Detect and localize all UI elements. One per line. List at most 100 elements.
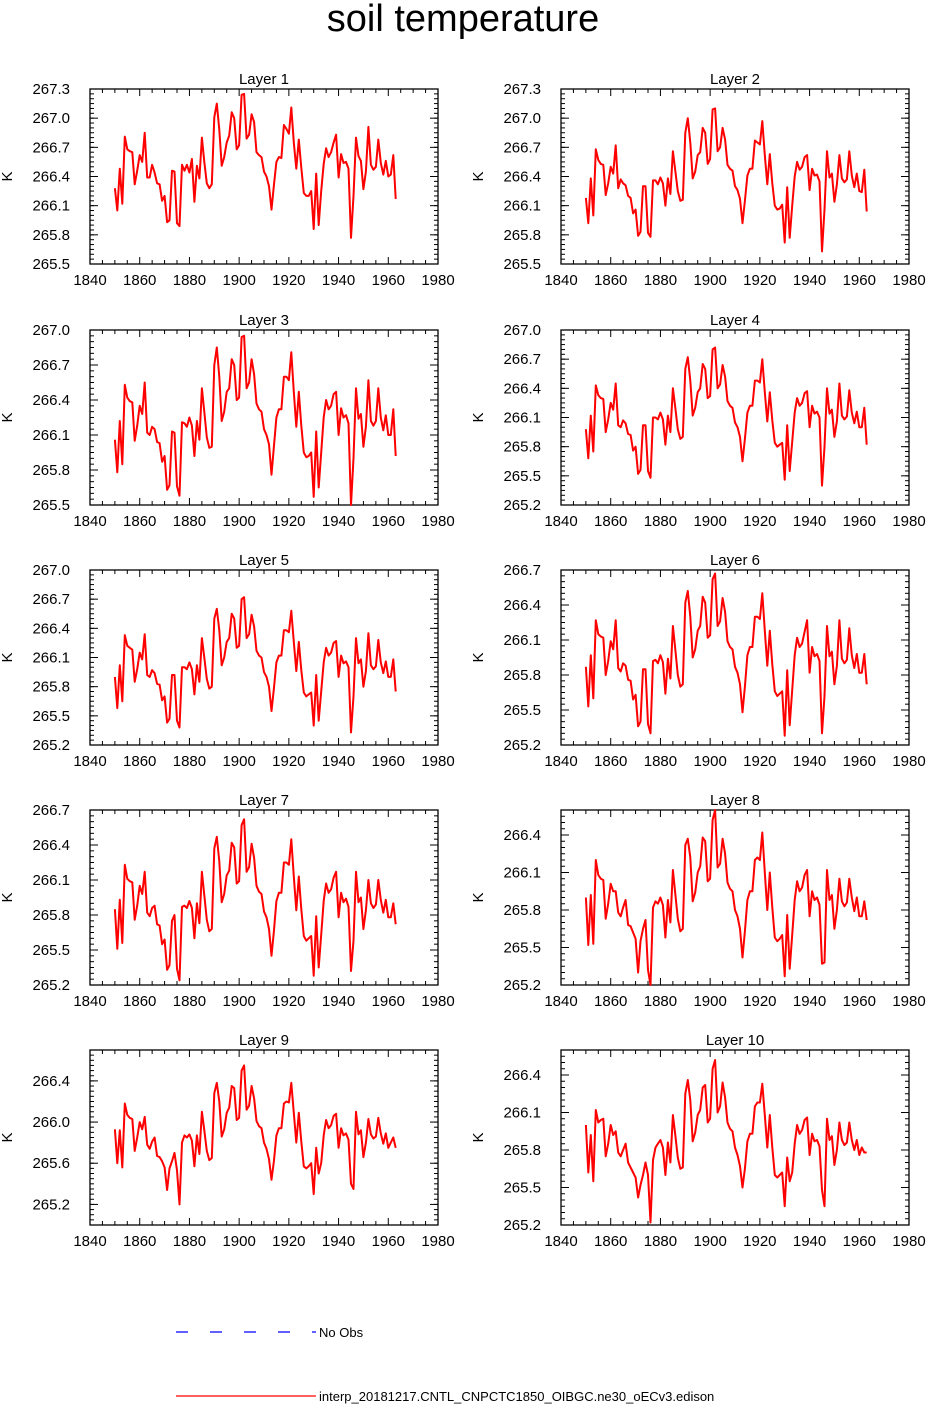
x-tick-label: 1840 [73,513,106,530]
x-tick-label: 1880 [644,993,677,1010]
x-tick-label: 1980 [421,513,454,530]
x-tick-label: 1900 [222,993,255,1010]
chart-panel-9: Layer 9 K 1840 1860 1880 1900 1920 1940 1960 1980… [0,1032,455,1250]
x-tick-label: 1980 [421,753,454,770]
y-tick-label: 266.7 [503,139,541,156]
y-tick-label: 265.2 [503,977,541,994]
x-tick-label: 1960 [843,993,876,1010]
series-line [113,596,397,734]
x-tick-label: 1940 [793,513,826,530]
y-tick-label: 267.3 [32,81,70,98]
x-tick-label: 1900 [693,513,726,530]
y-tick-label: 266.4 [32,620,70,637]
x-tick-label: 1940 [793,993,826,1010]
legend-model-line [176,1395,316,1397]
x-tick-label: 1880 [644,753,677,770]
y-tick-label: 265.2 [32,737,70,754]
chart-panel-7: Layer 7 K 1840 1860 1880 1900 1920 1940 1960 1980… [0,792,455,1010]
y-tick-label: 266.1 [503,865,541,882]
y-tick-label: 267.0 [32,110,70,127]
x-tick-label: 1920 [743,993,776,1010]
plot-frame [560,1049,910,1226]
y-tick-label: 265.8 [503,227,541,244]
y-axis-label: K [0,892,16,902]
y-tick-label: 265.2 [503,737,541,754]
x-tick-label: 1960 [843,513,876,530]
series-line [113,818,397,982]
y-tick-label: 265.6 [32,1155,70,1172]
x-tick-label: 1960 [843,1233,876,1250]
x-tick-label: 1840 [73,753,106,770]
x-tick-label: 1860 [594,993,627,1010]
x-tick-label: 1880 [173,272,206,289]
series-line [113,1064,397,1206]
x-tick-label: 1840 [73,993,106,1010]
x-tick-label: 1880 [173,1233,206,1250]
chart-panel-4: Layer 4 K 1840 1860 1880 1900 1920 1940 1960 1980… [470,312,926,530]
x-tick-label: 1940 [793,272,826,289]
chart-title: Layer 6 [710,552,760,569]
y-axis-label: K [470,652,487,662]
x-tick-label: 1880 [644,272,677,289]
y-tick-label: 266.1 [32,650,70,667]
y-axis-label: K [470,412,487,422]
y-axis-label: K [470,892,487,902]
y-tick-label: 265.5 [32,497,70,514]
x-tick-label: 1900 [222,513,255,530]
y-tick-label: 266.1 [32,427,70,444]
y-tick-label: 265.8 [32,227,70,244]
x-tick-label: 1900 [693,993,726,1010]
y-tick-label: 267.0 [32,322,70,339]
y-tick-label: 265.2 [32,977,70,994]
x-tick-label: 1980 [892,272,925,289]
y-tick-label: 266.4 [503,380,541,397]
x-tick-label: 1920 [272,272,305,289]
x-tick-label: 1960 [843,753,876,770]
x-tick-label: 1900 [222,1233,255,1250]
y-tick-label: 265.5 [503,256,541,273]
y-tick-label: 265.8 [503,1142,541,1159]
y-tick-label: 265.5 [503,702,541,719]
y-tick-label: 265.5 [32,708,70,725]
series-line [584,107,868,253]
y-tick-label: 265.8 [32,679,70,696]
x-tick-label: 1980 [421,1233,454,1250]
page-title: soil temperature [326,0,600,40]
chart-panel-8: Layer 8 K 1840 1860 1880 1900 1920 1940 1960 1980… [470,792,926,1010]
y-tick-label: 266.4 [503,169,541,186]
x-tick-label: 1840 [73,1233,106,1250]
y-tick-label: 266.1 [503,198,541,215]
x-tick-label: 1900 [222,753,255,770]
y-tick-label: 266.7 [32,357,70,374]
chart-title: Layer 3 [239,312,289,329]
x-tick-label: 1840 [544,753,577,770]
y-tick-label: 266.7 [503,562,541,579]
y-tick-label: 266.4 [32,169,70,186]
y-tick-label: 266.7 [32,802,70,819]
x-tick-label: 1860 [594,1233,627,1250]
x-tick-label: 1840 [544,513,577,530]
y-tick-label: 266.1 [32,872,70,889]
y-tick-label: 266.7 [32,591,70,608]
series-line [584,809,868,986]
y-tick-label: 265.8 [32,907,70,924]
chart-panel-3: Layer 3 K 1840 1860 1880 1900 1920 1940 1960 1980… [0,312,455,530]
x-tick-label: 1840 [544,993,577,1010]
x-tick-label: 1960 [372,272,405,289]
x-tick-label: 1920 [272,1233,305,1250]
x-tick-label: 1940 [322,993,355,1010]
chart-title: Layer 2 [710,71,760,88]
x-tick-label: 1880 [644,513,677,530]
plot-frame [89,809,439,986]
x-tick-label: 1860 [123,1233,156,1250]
legend-obs-line [176,1331,316,1333]
y-tick-label: 266.7 [503,351,541,368]
y-tick-label: 266.4 [32,1073,70,1090]
x-tick-label: 1880 [173,753,206,770]
y-tick-label: 265.2 [503,497,541,514]
y-tick-label: 266.4 [503,1067,541,1084]
y-axis-label: K [0,1132,16,1142]
y-tick-label: 266.4 [32,837,70,854]
y-tick-label: 265.5 [32,942,70,959]
x-tick-label: 1980 [892,1233,925,1250]
